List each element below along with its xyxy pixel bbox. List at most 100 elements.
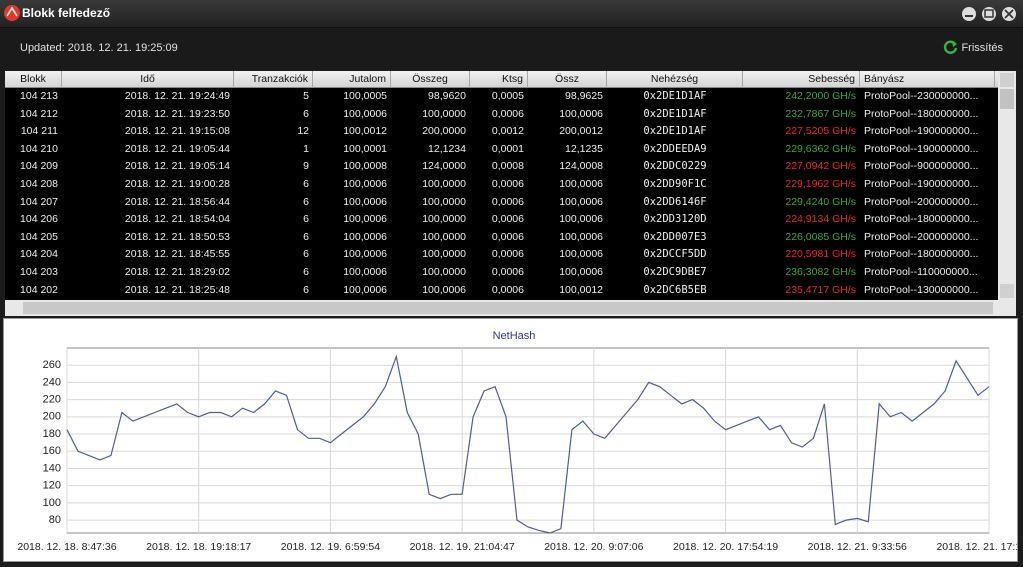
table-cell: 100,0006 <box>559 230 603 243</box>
table-cell: 236,3082 GH/s <box>785 266 856 278</box>
column-header: Tranzakciók <box>234 71 313 88</box>
table-cell: 232,7867 GH/s <box>785 107 856 120</box>
table-cell: 104 212 <box>20 107 58 120</box>
table-cell: 100,0006 <box>343 248 387 261</box>
x-tick-label: 2018. 12. 18. 8:47:36 <box>17 541 116 553</box>
table-cell: 0x2DCCF5DD <box>643 248 707 261</box>
table-cell: 100,0006 <box>343 107 387 120</box>
table-cell: 124,0000 <box>422 160 466 173</box>
window-controls[interactable] <box>960 4 1020 24</box>
table-cell: 100,0008 <box>343 160 387 173</box>
table-cell: 2018. 12. 21. 19:24:49 <box>124 90 230 102</box>
table-cell: 2018. 12. 21. 19:23:50 <box>124 107 230 120</box>
header: Updated: 2018. 12. 21. 19:25:09 Frissíté… <box>0 28 1023 70</box>
table-cell: 2018. 12. 21. 18:25:48 <box>124 283 230 296</box>
data-line <box>66 354 990 534</box>
x-tick-label: 2018. 12. 21. 17:10:48 <box>936 541 1017 553</box>
table-cell: 100,0000 <box>422 266 466 278</box>
table-cell: 2018. 12. 21. 18:54:04 <box>124 213 230 226</box>
table-cell: 100,0000 <box>422 213 466 226</box>
table-cell: 100,0006 <box>559 213 603 226</box>
table-cell: 0,0006 <box>491 195 524 208</box>
table-cell: 6 <box>303 213 309 226</box>
table-cell: 235,4717 GH/s <box>785 283 856 296</box>
table-cell: ProtoPool--110000000... <box>864 266 978 278</box>
y-tick-label: 100 <box>43 497 61 509</box>
table-cell: 100,0006 <box>343 213 387 226</box>
vertical-scrollbar[interactable] <box>998 71 1016 300</box>
table-cell: ProtoPool--200000000... <box>864 230 979 243</box>
table-cell: 0x2DD90F1C <box>643 178 707 190</box>
horizontal-scrollbar[interactable] <box>5 300 1016 316</box>
refresh-button[interactable]: Frissítés <box>943 40 1003 55</box>
table-cell: 0x2DE1D1AF <box>643 107 707 120</box>
block-table: Blokk Idő Tranzakciók Jutalom Összeg Ktsg Össz… <box>5 71 998 300</box>
table-cell: 0,0006 <box>491 283 524 296</box>
table-cell: 100,0012 <box>343 125 387 138</box>
table-cell: 104 203 <box>20 266 58 278</box>
x-tick-label: 2018. 12. 21. 9:33:56 <box>808 541 907 553</box>
table-cell: 104 210 <box>20 142 58 155</box>
table-cell: 104 202 <box>20 283 58 296</box>
column-header: Idő <box>62 71 234 88</box>
table-cell: 2018. 12. 21. 19:05:14 <box>124 160 230 173</box>
plot-area <box>66 347 990 534</box>
table-cell: 100,0006 <box>559 266 603 278</box>
table-cell: 200,0000 <box>422 125 466 138</box>
table-cell: 0x2DC9DBE7 <box>643 266 707 278</box>
table-cell: ProtoPool--900000000... <box>864 160 979 173</box>
y-tick-label: 240 <box>43 376 61 388</box>
table-cell: 100,0000 <box>422 195 466 208</box>
y-tick-label: 180 <box>43 428 61 440</box>
table-cell: 6 <box>303 283 309 296</box>
table-cell: 104 213 <box>20 90 58 102</box>
table-cell: 0x2DDEEDA9 <box>643 142 707 155</box>
table-cell: 100,0001 <box>343 142 387 155</box>
table-cell: 100,0006 <box>559 248 603 261</box>
table-cell: 226,0085 GH/s <box>785 230 856 243</box>
table-cell: 104 208 <box>20 178 58 190</box>
table-cell: ProtoPool--190000000... <box>864 178 979 190</box>
table-cell: 2018. 12. 21. 19:05:44 <box>124 142 230 155</box>
table-cell: 104 206 <box>20 213 58 226</box>
table-cell: ProtoPool--230000000... <box>864 90 979 102</box>
y-tick-label: 80 <box>49 514 61 526</box>
table-cell: 6 <box>303 248 309 261</box>
x-tick-label: 2018. 12. 20. 17:54:19 <box>673 541 778 553</box>
table-cell: 100,0006 <box>559 178 603 190</box>
table-cell: 104 204 <box>20 248 58 261</box>
table-cell: 100,0000 <box>422 230 466 243</box>
chart-title: NetHash <box>493 330 536 342</box>
table-cell: 224,9134 GH/s <box>785 213 856 226</box>
table-cell: 100,0000 <box>422 107 466 120</box>
column-header: Össz <box>528 71 607 88</box>
table-cell: 2018. 12. 21. 18:50:53 <box>124 230 230 243</box>
table-cell: 229,1962 GH/s <box>785 178 856 190</box>
table-cell: 100,0006 <box>343 230 387 243</box>
x-tick-label: 2018. 12. 20. 9:07:06 <box>544 541 643 553</box>
table-cell: 100,0012 <box>559 283 603 296</box>
column-header: Összeg <box>391 71 470 88</box>
table-cell: ProtoPool--190000000... <box>864 142 979 155</box>
table-cell: 0x2DE1D1AF <box>643 90 707 102</box>
table-cell: ProtoPool--130000000... <box>864 283 979 296</box>
table-cell: 100,0006 <box>343 178 387 190</box>
table-cell: 0,0012 <box>491 125 524 138</box>
table-cell: 2018. 12. 21. 19:15:08 <box>124 125 230 138</box>
table-cell: 0,0008 <box>491 160 524 173</box>
table-cell: 2018. 12. 21. 18:45:55 <box>124 248 230 261</box>
table-cell: ProtoPool--190000000... <box>864 125 979 138</box>
table-cell: ProtoPool--180000000... <box>864 213 979 226</box>
table-cell: 98,9625 <box>565 90 603 102</box>
table-cell: 6 <box>303 195 309 208</box>
table-cell: 200,0012 <box>559 125 603 138</box>
table-cell: 100,0006 <box>343 266 387 278</box>
table-cell: 2018. 12. 21. 18:29:02 <box>124 266 230 278</box>
y-tick-label: 160 <box>43 445 61 457</box>
table-cell: 0,0006 <box>491 178 524 190</box>
window-title: Blokk felfedező <box>22 6 111 20</box>
column-header: Sebesség <box>743 71 860 88</box>
table-cell: 0x2DDC0229 <box>643 160 707 173</box>
table-cell: 6 <box>303 107 309 120</box>
table-cell: 5 <box>303 90 309 102</box>
